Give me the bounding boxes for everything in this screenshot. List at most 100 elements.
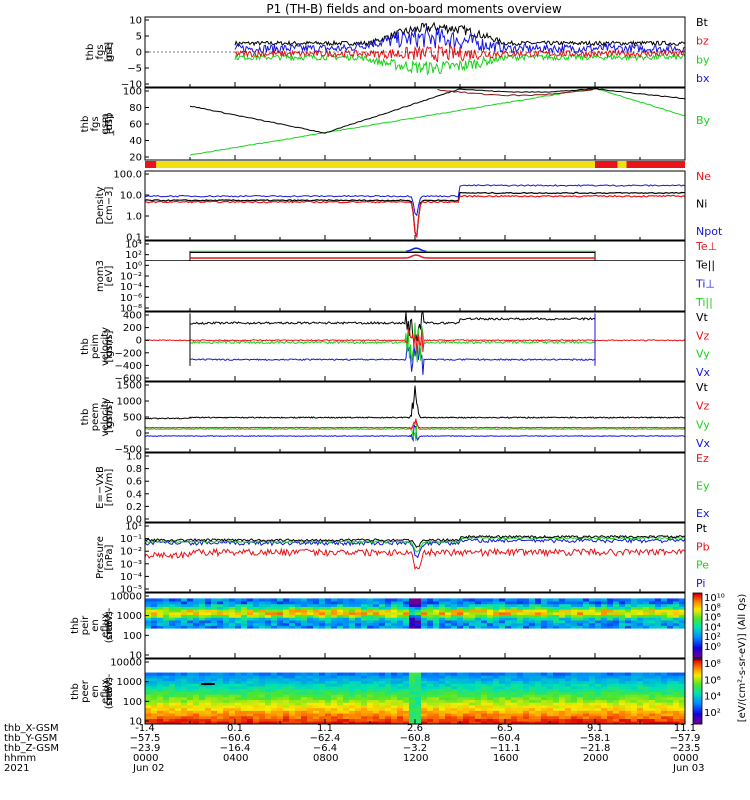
spectrogram-cell (415, 715, 422, 719)
spectrogram-cell (397, 625, 404, 629)
spectrogram-cell (667, 601, 674, 605)
spectrogram-cell (499, 699, 506, 703)
spectrogram-cell (559, 696, 566, 701)
y-axis-label: thb (70, 683, 81, 700)
spectrogram-cell (481, 696, 488, 701)
spectrogram-cell (469, 620, 476, 624)
spectrogram-cell (361, 710, 368, 714)
spectrogram-cell (157, 614, 164, 618)
spectrogram-cell (559, 606, 566, 610)
spectrogram-cell (529, 696, 536, 701)
spectrogram-cell (451, 603, 458, 607)
colorbar-ion-cell (693, 625, 702, 628)
spectrogram-cell (307, 718, 314, 722)
spectrogram-cell (187, 696, 194, 701)
spectrogram-cell (193, 694, 200, 698)
spectrogram-cell (181, 620, 188, 624)
spectrogram-cell (487, 622, 494, 626)
spectrogram-cell (571, 611, 578, 616)
spectrogram-cell (367, 683, 374, 687)
spectrogram-cell (523, 677, 530, 682)
spectrogram-cell (505, 688, 512, 692)
spectrogram-cell (511, 683, 518, 687)
spectrogram-cell (541, 707, 548, 711)
spectrogram-cell (385, 688, 392, 692)
spectrogram-cell (157, 713, 164, 717)
spectrogram-cell (529, 688, 536, 692)
spectrogram-cell (661, 672, 668, 676)
spectrogram-cell (289, 683, 296, 687)
spectrogram-cell (373, 688, 380, 692)
spectrogram-cell (601, 702, 608, 706)
spectrogram-cell (511, 598, 518, 602)
spectrogram-cell (313, 675, 320, 679)
spectrogram-cell (595, 718, 602, 722)
spectrogram-cell (397, 702, 404, 706)
spectrogram-cell (595, 721, 602, 725)
y-axis-label: sr-eV) (104, 611, 115, 640)
spectrogram-cell (463, 715, 470, 719)
spectrogram-cell (547, 675, 554, 679)
spectrogram-cell (553, 601, 560, 605)
spectrogram-cell (565, 601, 572, 605)
spectrogram-cell (469, 680, 476, 684)
spectrogram-cell (277, 696, 284, 701)
spectrogram-cell (199, 672, 206, 676)
spectrogram-cell (157, 721, 164, 725)
spectrogram-cell (169, 683, 176, 687)
y-tick-label: 0.6 (126, 477, 142, 488)
x-tick-label-z: −23.9 (130, 743, 161, 754)
spectrogram-cell (169, 609, 176, 613)
spectrogram-cell (169, 696, 176, 701)
spectrogram-cell (193, 609, 200, 613)
spectrogram-cell (463, 601, 470, 605)
spectrogram-cell (565, 694, 572, 698)
spectrogram-cell (589, 707, 596, 711)
spectrogram-cell (595, 686, 602, 690)
spectrogram-cell (457, 601, 464, 605)
spectrogram-cell (667, 721, 674, 725)
spectrogram-cell (661, 696, 668, 701)
spectrogram-cell (205, 710, 212, 714)
spectrogram-cell (319, 677, 326, 682)
spectrogram-cell (595, 694, 602, 698)
spectrogram-cell (403, 699, 410, 703)
legend-entry: Pt (696, 522, 708, 535)
spectrogram-cell (235, 598, 242, 602)
spectrogram-cell (193, 672, 200, 676)
spectrogram-cell (499, 598, 506, 602)
spectrogram-cell (157, 611, 164, 616)
spectrogram-cell (541, 683, 548, 687)
spectrogram-cell (493, 622, 500, 626)
spectrogram-cell (433, 710, 440, 714)
spectrogram-cell (595, 601, 602, 605)
colorbar-electron-cell (693, 711, 702, 714)
spectrogram-cell (445, 713, 452, 717)
spectrogram-cell (361, 680, 368, 684)
spectrogram-cell (457, 680, 464, 684)
spectrogram-cell (673, 598, 680, 602)
x-tick-label-y: −60.4 (490, 733, 521, 744)
spectrogram-cell (619, 625, 626, 629)
spectrogram-cell (211, 609, 218, 613)
spectrogram-cell (319, 713, 326, 717)
spectrogram-cell (271, 680, 278, 684)
spectrogram-cell (481, 622, 488, 626)
spectrogram-cell (187, 622, 194, 626)
spectrogram-cell (529, 620, 536, 624)
spectrogram-cell (337, 694, 344, 698)
legend-entry: bz (696, 35, 709, 48)
spectrogram-cell (487, 677, 494, 682)
spectrogram-cell (385, 699, 392, 703)
y-axis-label: eV (104, 619, 115, 632)
spectrogram-cell (445, 601, 452, 605)
spectrogram-cell (169, 603, 176, 607)
spectrogram-cell (295, 686, 302, 690)
spectrogram-cell (205, 699, 212, 703)
spectrogram-cell (427, 707, 434, 711)
spectrogram-cell (313, 718, 320, 722)
spectrogram-cell (385, 707, 392, 711)
spectrogram-cell (649, 611, 656, 616)
spectrogram-cell (223, 614, 230, 618)
spectrogram-cell (631, 688, 638, 692)
